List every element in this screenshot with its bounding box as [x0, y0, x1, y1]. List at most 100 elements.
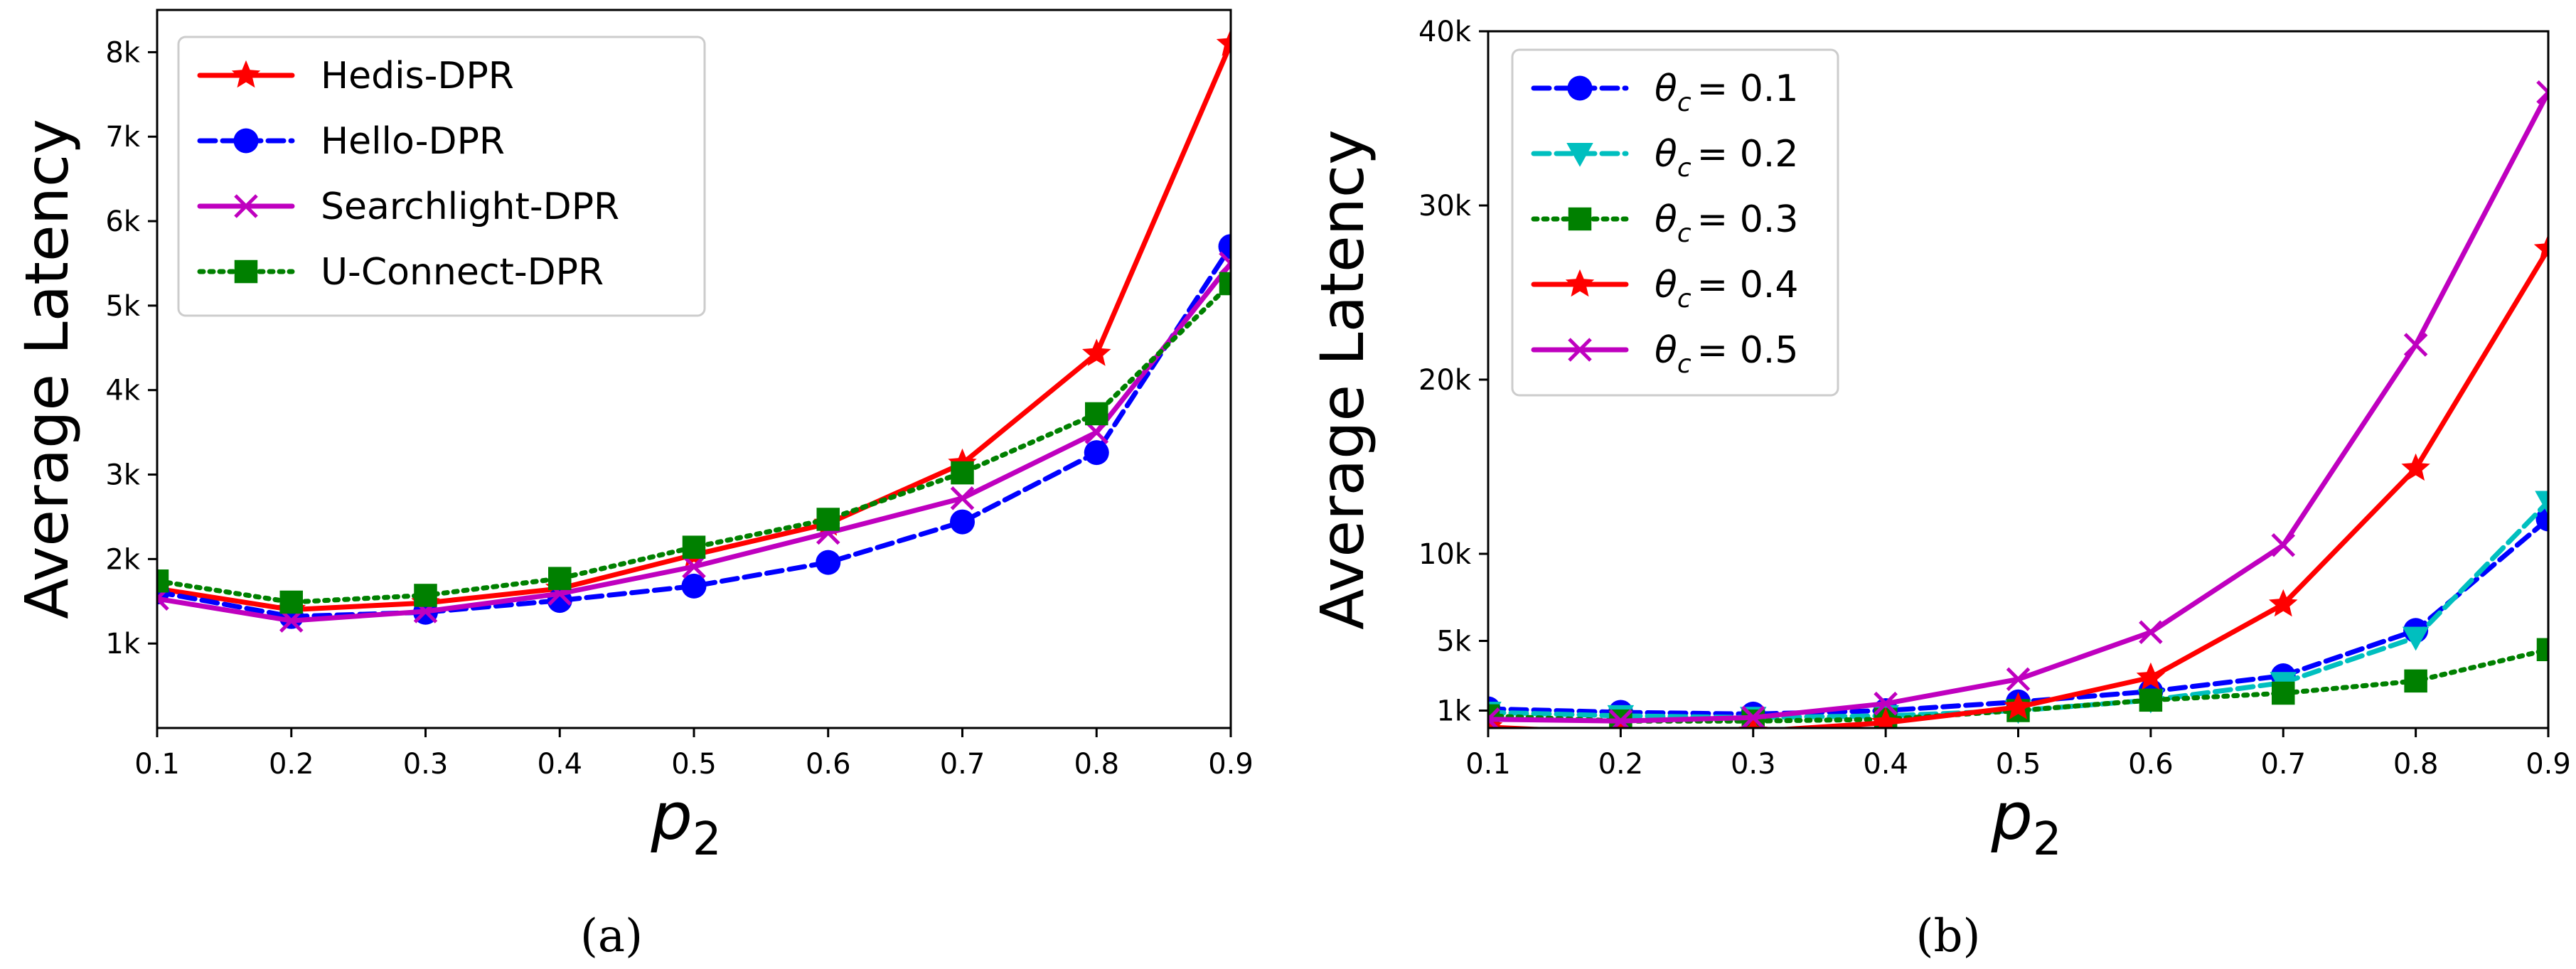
- data-point: [414, 584, 437, 607]
- legend-label-3: Searchlight-DPR: [321, 186, 619, 228]
- y-tick-label: 6k: [105, 205, 140, 238]
- data-point: [2535, 491, 2548, 515]
- data-point: [2269, 589, 2298, 617]
- data-point: [157, 569, 169, 593]
- data-point: [1085, 402, 1108, 426]
- data-point: [1216, 28, 1231, 56]
- y-tick-label: 10k: [1418, 538, 1472, 571]
- data-point: [682, 555, 706, 579]
- data-point: [950, 486, 975, 510]
- plot-area: [1488, 80, 2548, 728]
- data-point: [2536, 638, 2548, 661]
- legend-label-2: θc = 0.2: [1655, 133, 1798, 183]
- legend: Hedis-DPR Hello-DPR Searchlight-DPR U-Conne…: [177, 36, 706, 317]
- y-tick-label: 3k: [105, 459, 140, 492]
- legend-label-2: Hello-DPR: [321, 120, 505, 163]
- plot-area: [157, 28, 1231, 633]
- x-tick-label: 0.8: [1074, 748, 1119, 781]
- y-tick-label: 1k: [105, 628, 140, 660]
- panel-caption: (b): [1916, 910, 1981, 963]
- data-point: [1741, 705, 1765, 728]
- x-tick-label: 0.5: [1996, 748, 2041, 781]
- data-point: [1871, 707, 1901, 728]
- legend-box: [1511, 48, 1839, 397]
- data-point: [2139, 620, 2163, 645]
- x-tick-label: 0.3: [403, 748, 449, 781]
- legend-label-1: θc = 0.1: [1655, 68, 1798, 117]
- legend-marker: [1568, 207, 1592, 231]
- legend-marker: [231, 60, 261, 88]
- data-point: [816, 508, 840, 531]
- data-point: [951, 461, 974, 485]
- data-point: [2136, 662, 2166, 690]
- x-axis-label: p2: [650, 778, 721, 866]
- legend-label-4: θc = 0.4: [1655, 264, 1798, 314]
- y-tick-label: 40k: [1418, 16, 1472, 48]
- y-axis-label: Average Latency: [12, 119, 82, 619]
- y-tick-label: 4k: [105, 375, 140, 407]
- legend-label-4: U-Connect-DPR: [321, 251, 604, 294]
- data-point: [2004, 692, 2033, 719]
- legend-box: [177, 36, 706, 317]
- data-point: [1084, 440, 1109, 466]
- y-tick-label: 2k: [105, 543, 140, 576]
- data-point: [2403, 333, 2428, 357]
- data-point: [816, 550, 841, 575]
- y-tick-label: 5k: [105, 290, 140, 323]
- data-point: [1738, 716, 1768, 728]
- data-point: [1219, 251, 1231, 276]
- data-point: [2404, 669, 2427, 693]
- legend-label-3: θc = 0.3: [1655, 198, 1798, 248]
- data-point: [1874, 691, 1898, 716]
- y-tick-label: 1k: [1436, 695, 1471, 728]
- data-point: [2006, 667, 2031, 692]
- legend-label-1: Hedis-DPR: [321, 55, 514, 97]
- x-tick-label: 0.6: [806, 748, 851, 781]
- chart-panel-a: 0.1 0.2 0.3 0.4 0.5 0.6 0.7 0.8 0.9 1k 2k 3k 4k 5k 6k 7…: [12, 9, 1254, 963]
- data-point: [1608, 709, 1633, 728]
- x-tick-label: 0.1: [1465, 748, 1511, 781]
- y-tick-label: 8k: [105, 36, 140, 69]
- x-tick-label: 0.6: [2128, 748, 2174, 781]
- legend-marker: [234, 194, 258, 218]
- data-point: [681, 573, 707, 599]
- data-point: [2533, 234, 2548, 262]
- x-tick-label: 0.9: [1208, 748, 1254, 781]
- chart-panel-b: 0.1 0.2 0.3 0.4 0.5 0.6 0.7 0.8 0.9 1k 5k 10k 20k 30k…: [1308, 16, 2571, 963]
- x-axis-label: p2: [1990, 778, 2061, 866]
- x-tick-label: 0.5: [671, 748, 717, 781]
- x-tick-label: 0.7: [2260, 748, 2306, 781]
- data-point: [548, 567, 572, 590]
- data-point: [2536, 80, 2548, 105]
- data-point: [1082, 338, 1111, 366]
- legend-marker: [1567, 75, 1593, 101]
- data-point: [2272, 681, 2295, 705]
- x-tick-label: 0.2: [269, 748, 314, 781]
- y-tick-label: 20k: [1418, 364, 1472, 397]
- data-point: [2402, 626, 2430, 651]
- data-point: [279, 590, 303, 614]
- y-axis-label: Average Latency: [1308, 129, 1377, 630]
- legend-marker: [1568, 338, 1592, 362]
- x-tick-label: 0.4: [1863, 748, 1908, 781]
- y-tick-label: 5k: [1436, 626, 1471, 658]
- data-point: [2535, 506, 2548, 532]
- x-tick-label: 0.9: [2526, 748, 2571, 781]
- legend-marker: [1565, 269, 1595, 297]
- legend-marker: [1566, 143, 1593, 167]
- data-point: [2139, 688, 2163, 712]
- x-tick-label: 0.3: [1731, 748, 1776, 781]
- legend-marker: [234, 259, 258, 284]
- legend: θc = 0.1 θc = 0.2 θc = 0.3 θc = 0.4 θc = 0.5: [1511, 48, 1839, 397]
- data-point: [2271, 532, 2296, 557]
- series-line-1: [1488, 516, 2548, 717]
- x-tick-label: 0.2: [1598, 748, 1644, 781]
- series-line-2: [1488, 499, 2548, 720]
- legend-label-5: θc = 0.5: [1655, 329, 1798, 379]
- x-tick-label: 0.7: [940, 748, 985, 781]
- data-point: [950, 509, 975, 535]
- data-point: [2401, 453, 2430, 481]
- legend-marker: [233, 128, 259, 154]
- y-tick-label: 7k: [105, 121, 140, 154]
